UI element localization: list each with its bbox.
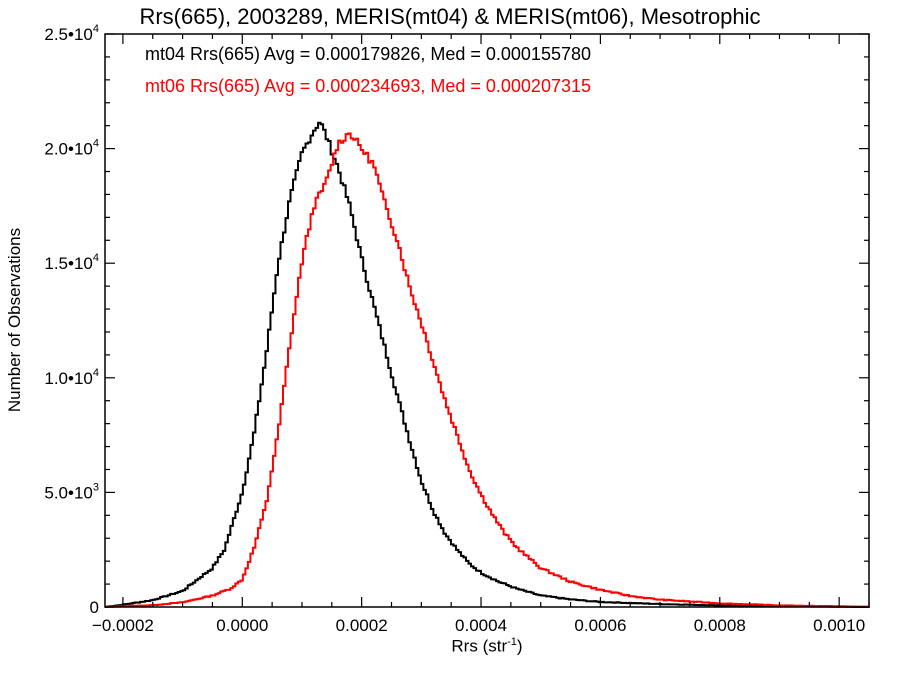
y-tick-label: 1.0•104 [44,367,99,388]
series-layer [105,121,870,608]
histogram-series-mt06 [105,132,870,608]
x-axis-label: Rrs (str-1) [451,636,523,656]
x-axis: −0.0002 0.0000 0.0002 0.0004 0.0006 0.0008 0.0… [92,34,870,635]
y-tick-label: 2.5•104 [44,23,99,44]
x-tick-label: −0.0002 [92,616,154,635]
y-axis-label: Number of Observations [5,227,24,413]
y-tick-label: 0 [90,598,99,617]
plot-frame [104,33,870,608]
x-tick-label: 0.0006 [574,616,626,635]
histogram-series-mt04 [105,121,870,608]
legend-entry-mt06: mt06 Rrs(665) Avg = 0.000234693, Med = 0… [145,76,591,96]
y-tick-label: 1.5•104 [44,252,99,273]
x-tick-label: 0.0004 [455,616,507,635]
x-tick-label: 0.0008 [694,616,746,635]
x-tick-label: 0.0002 [336,616,388,635]
y-tick-label: 2.0•104 [44,138,99,159]
x-tick-label: 0.0000 [216,616,268,635]
x-tick-label: 0.0010 [813,616,865,635]
legend-entry-mt04: mt04 Rrs(665) Avg = 0.000179826, Med = 0… [145,44,591,64]
y-tick-label: 5.0•103 [44,481,99,502]
y-axis: 0 5.0•103 1.0•104 1.5•104 2.0•104 2.5•104 [44,23,869,617]
chart-title: Rrs(665), 2003289, MERIS(mt04) & MERIS(m… [139,4,761,29]
